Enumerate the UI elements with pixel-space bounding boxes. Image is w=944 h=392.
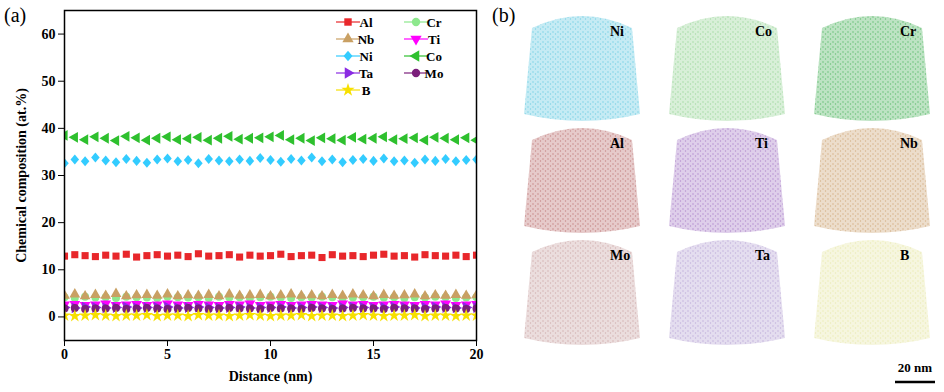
svg-text:Nb: Nb	[900, 136, 918, 151]
svg-text:20: 20	[470, 347, 484, 362]
svg-text:Mo: Mo	[425, 66, 444, 81]
svg-text:Co: Co	[755, 24, 772, 39]
svg-text:Mo: Mo	[610, 248, 630, 263]
svg-text:40: 40	[42, 121, 56, 136]
svg-text:Cr: Cr	[900, 24, 916, 39]
svg-text:Ti: Ti	[755, 136, 768, 151]
svg-text:30: 30	[42, 168, 56, 183]
svg-text:Ni: Ni	[360, 49, 373, 64]
svg-text:15: 15	[367, 347, 381, 362]
svg-text:Al: Al	[360, 15, 373, 30]
html-text:(a): (a)	[4, 4, 27, 26]
svg-text:Distance (nm): Distance (nm)	[229, 369, 313, 385]
svg-text:60: 60	[42, 27, 56, 42]
svg-text:10: 10	[264, 347, 278, 362]
svg-text:20: 20	[42, 215, 56, 230]
svg-text:50: 50	[42, 74, 56, 89]
svg-text:5: 5	[164, 347, 171, 362]
svg-text:(b): (b)	[492, 4, 515, 27]
svg-text:Chemical composition (at.%): Chemical composition (at.%)	[14, 88, 30, 263]
svg-text:Ta: Ta	[755, 248, 770, 263]
svg-text:0: 0	[49, 309, 56, 324]
svg-text:Cr: Cr	[426, 15, 441, 30]
svg-text:Ni: Ni	[610, 24, 624, 39]
svg-text:Nb: Nb	[358, 32, 375, 47]
svg-text:Ta: Ta	[359, 66, 373, 81]
svg-text:0: 0	[61, 347, 68, 362]
svg-text:Co: Co	[426, 49, 442, 64]
svg-text:B: B	[362, 83, 371, 98]
svg-text:B: B	[900, 248, 909, 263]
svg-text:Ti: Ti	[428, 32, 440, 47]
svg-text:Al: Al	[610, 136, 624, 151]
svg-text:20 nm: 20 nm	[898, 360, 932, 375]
svg-text:10: 10	[42, 262, 56, 277]
